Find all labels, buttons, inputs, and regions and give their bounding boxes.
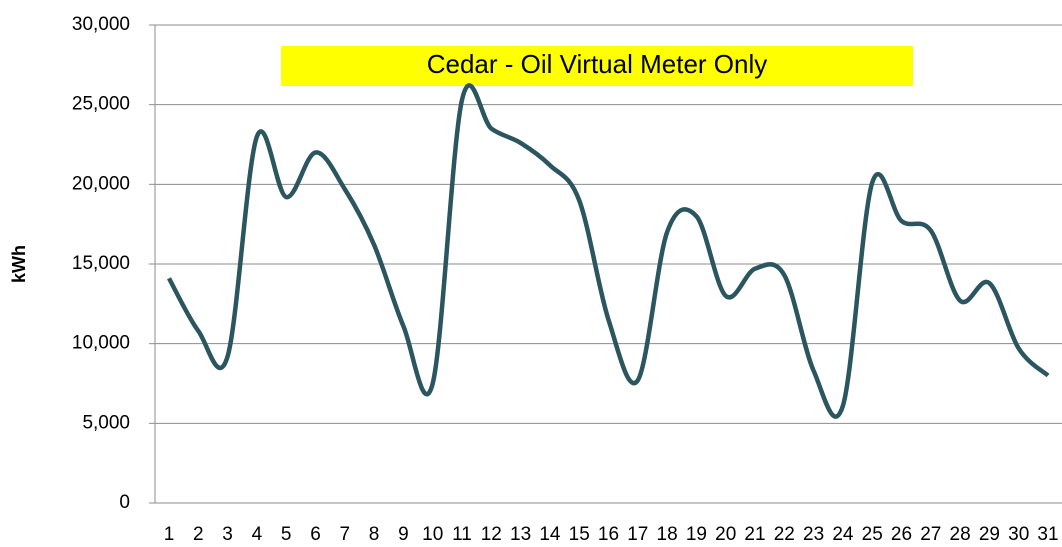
- x-tick-label: 1: [164, 524, 175, 545]
- x-tick-label: 30: [1008, 524, 1029, 545]
- x-tick-label: 15: [569, 524, 590, 545]
- x-tick-label: 5: [281, 524, 292, 545]
- x-tick-label: 22: [774, 524, 795, 545]
- y-tick-label: 15,000: [72, 253, 130, 274]
- x-tick-label: 16: [598, 524, 619, 545]
- chart-title: Cedar - Oil Virtual Meter Only: [427, 49, 768, 79]
- y-tick-label: 25,000: [72, 94, 130, 115]
- x-tick-label: 19: [686, 524, 707, 545]
- x-tick-label: 6: [310, 524, 321, 545]
- x-tick-label: 3: [222, 524, 233, 545]
- x-tick-label: 27: [920, 524, 941, 545]
- x-tick-label: 7: [340, 524, 351, 545]
- y-axis-label: kWh: [9, 245, 29, 283]
- data-line: [167, 83, 1050, 419]
- x-tick-label: 31: [1037, 524, 1058, 545]
- x-tick-label: 10: [422, 524, 443, 545]
- x-tick-label: 2: [193, 524, 204, 545]
- x-tick-label: 11: [452, 524, 472, 545]
- x-tick-label: 12: [481, 524, 502, 545]
- x-tick-label: 13: [510, 524, 531, 545]
- x-tick-label: 28: [950, 524, 971, 545]
- x-tick-label: 17: [627, 524, 648, 545]
- x-tick-label: 20: [715, 524, 736, 545]
- x-tick-label: 24: [832, 524, 854, 545]
- x-tick-label: 21: [744, 524, 765, 545]
- y-tick-label: 10,000: [72, 333, 130, 354]
- y-tick-label: 0: [119, 492, 130, 513]
- y-tick-label: 20,000: [72, 173, 130, 194]
- x-tick-label: 4: [252, 524, 263, 545]
- y-tick-label: 30,000: [72, 14, 130, 35]
- x-tick-label: 29: [979, 524, 1000, 545]
- title-box: [281, 46, 913, 86]
- y-tick-label: 5,000: [82, 412, 130, 433]
- x-tick-label: 23: [803, 524, 824, 545]
- x-tick-label: 25: [862, 524, 883, 545]
- x-tick-label: 8: [369, 524, 380, 545]
- x-tick-label: 18: [657, 524, 678, 545]
- x-tick-label: 26: [891, 524, 912, 545]
- x-tick-label: 14: [539, 524, 561, 545]
- x-tick-label: 9: [398, 524, 409, 545]
